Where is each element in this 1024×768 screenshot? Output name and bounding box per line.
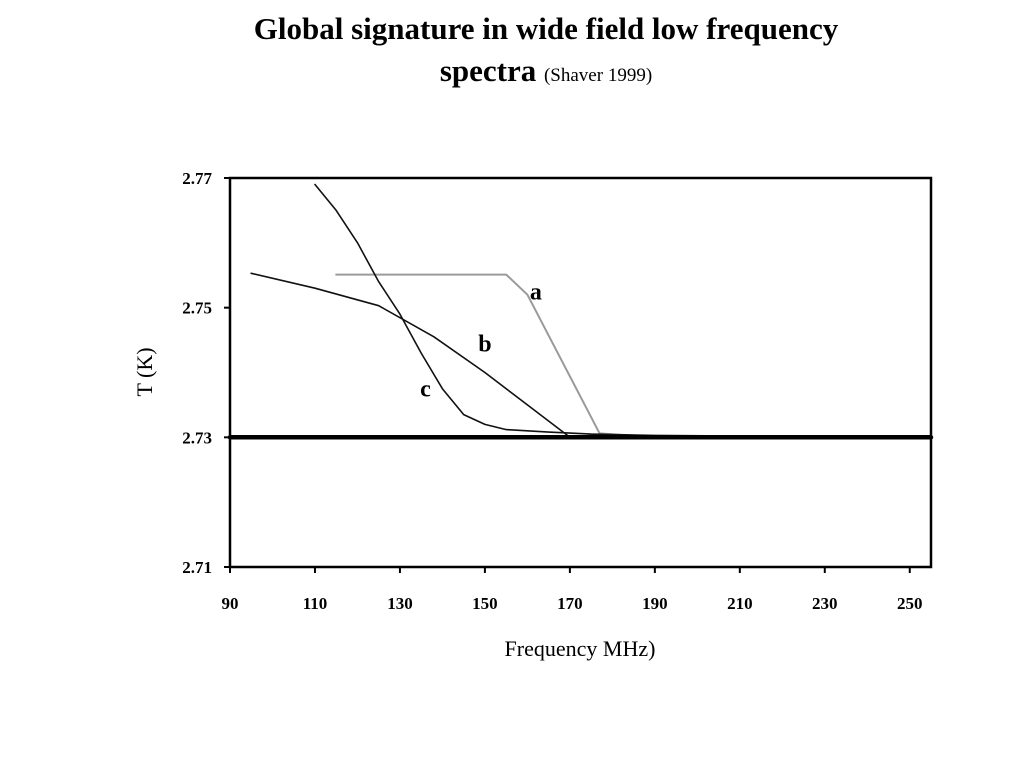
y-ticks: 2.77 2.75 2.73 2.71 xyxy=(182,169,230,577)
x-tick-label: 90 xyxy=(222,594,239,613)
y-tick-label: 2.77 xyxy=(182,169,212,188)
x-tick-label: 190 xyxy=(642,594,668,613)
x-tick-label: 130 xyxy=(387,594,413,613)
x-tick-label: 170 xyxy=(557,594,583,613)
curve-label-c: c xyxy=(420,377,431,403)
x-tick-label: 110 xyxy=(303,594,328,613)
title-line-2: spectra (Shaver 1999) xyxy=(0,50,1024,97)
x-tick-label: 250 xyxy=(897,594,923,613)
curve-label-a: a xyxy=(530,279,542,305)
x-tick-label: 210 xyxy=(727,594,753,613)
y-tick-label: 2.71 xyxy=(182,558,212,577)
title-line-2-text: spectra xyxy=(439,53,537,88)
x-tick-label: 150 xyxy=(472,594,498,613)
citation: (Shaver 1999) xyxy=(543,65,653,86)
title-line-1: Global signature in wide field low frequ… xyxy=(253,11,839,46)
series-layer xyxy=(227,183,934,440)
x-ticks: 90 110 130 150 170 190 210 230 250 xyxy=(222,567,923,613)
curve-label-b: b xyxy=(478,331,491,357)
plot-frame xyxy=(228,176,933,569)
series-b-line xyxy=(250,272,911,439)
y-axis-title: T (K) xyxy=(132,347,157,396)
series-a-line xyxy=(335,273,656,439)
y-tick-label: 2.73 xyxy=(182,428,212,447)
x-tick-label: 230 xyxy=(812,594,838,613)
slide-title: Global signature in wide field low frequ… xyxy=(0,8,1024,97)
x-axis-title: Frequency MHz) xyxy=(505,636,656,661)
y-tick-label: 2.75 xyxy=(182,299,212,318)
series-c-line xyxy=(314,183,911,437)
annotation-layer: a b c xyxy=(420,279,542,402)
